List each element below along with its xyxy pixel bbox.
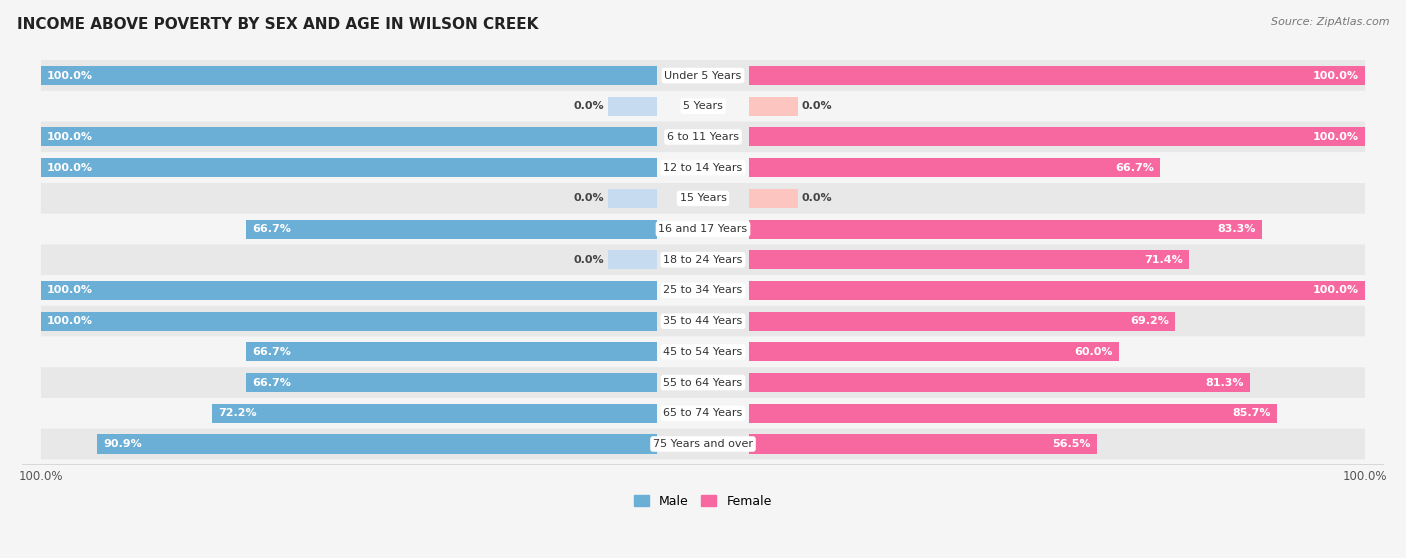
Text: 0.0%: 0.0% — [574, 194, 605, 203]
Text: 100.0%: 100.0% — [46, 286, 93, 296]
Bar — [749, 281, 1365, 300]
Text: 66.7%: 66.7% — [252, 378, 291, 388]
Text: 5 Years: 5 Years — [683, 101, 723, 111]
Text: 90.9%: 90.9% — [103, 439, 142, 449]
Legend: Male, Female: Male, Female — [630, 490, 776, 513]
Text: 100.0%: 100.0% — [46, 132, 93, 142]
Text: 100.0%: 100.0% — [1313, 70, 1360, 80]
Bar — [749, 404, 1277, 423]
Text: 100.0%: 100.0% — [1313, 286, 1360, 296]
Bar — [41, 66, 657, 85]
Text: 0.0%: 0.0% — [574, 101, 605, 111]
Bar — [749, 127, 1365, 147]
FancyBboxPatch shape — [41, 183, 1365, 214]
Text: Under 5 Years: Under 5 Years — [665, 70, 741, 80]
Bar — [607, 97, 657, 116]
FancyBboxPatch shape — [41, 306, 1365, 336]
Text: 83.3%: 83.3% — [1218, 224, 1256, 234]
Text: 55 to 64 Years: 55 to 64 Years — [664, 378, 742, 388]
Text: 100.0%: 100.0% — [46, 163, 93, 172]
Text: 0.0%: 0.0% — [574, 255, 605, 265]
Text: 60.0%: 60.0% — [1074, 347, 1112, 357]
Text: 0.0%: 0.0% — [801, 194, 832, 203]
Bar — [97, 435, 657, 454]
Text: 35 to 44 Years: 35 to 44 Years — [664, 316, 742, 326]
Text: Source: ZipAtlas.com: Source: ZipAtlas.com — [1271, 17, 1389, 27]
Text: 75 Years and over: 75 Years and over — [652, 439, 754, 449]
Bar — [212, 404, 657, 423]
Bar — [749, 158, 1160, 177]
Text: 18 to 24 Years: 18 to 24 Years — [664, 255, 742, 265]
Text: 100.0%: 100.0% — [46, 70, 93, 80]
Text: 16 and 17 Years: 16 and 17 Years — [658, 224, 748, 234]
Text: 12 to 14 Years: 12 to 14 Years — [664, 163, 742, 172]
Bar — [749, 435, 1097, 454]
FancyBboxPatch shape — [41, 275, 1365, 306]
Text: 45 to 54 Years: 45 to 54 Years — [664, 347, 742, 357]
FancyBboxPatch shape — [41, 244, 1365, 275]
FancyBboxPatch shape — [41, 122, 1365, 152]
FancyBboxPatch shape — [41, 398, 1365, 429]
Bar — [749, 189, 799, 208]
Text: 6 to 11 Years: 6 to 11 Years — [666, 132, 740, 142]
FancyBboxPatch shape — [41, 336, 1365, 367]
Text: 85.7%: 85.7% — [1232, 408, 1271, 418]
Bar — [749, 312, 1175, 331]
Text: 69.2%: 69.2% — [1130, 316, 1170, 326]
Text: 100.0%: 100.0% — [1313, 132, 1360, 142]
Bar — [749, 343, 1119, 362]
Bar — [246, 343, 657, 362]
Text: 81.3%: 81.3% — [1205, 378, 1244, 388]
FancyBboxPatch shape — [41, 429, 1365, 459]
Bar — [749, 250, 1189, 270]
Bar — [246, 219, 657, 239]
Bar — [749, 66, 1365, 85]
Text: 56.5%: 56.5% — [1053, 439, 1091, 449]
FancyBboxPatch shape — [41, 91, 1365, 122]
Text: 100.0%: 100.0% — [46, 316, 93, 326]
Text: 66.7%: 66.7% — [1115, 163, 1154, 172]
Text: 15 Years: 15 Years — [679, 194, 727, 203]
Bar — [246, 373, 657, 392]
Bar — [607, 189, 657, 208]
Text: 71.4%: 71.4% — [1144, 255, 1182, 265]
Bar — [607, 250, 657, 270]
FancyBboxPatch shape — [41, 152, 1365, 183]
Bar — [41, 312, 657, 331]
Bar — [749, 97, 799, 116]
Text: 65 to 74 Years: 65 to 74 Years — [664, 408, 742, 418]
Bar — [749, 373, 1250, 392]
Bar — [41, 281, 657, 300]
FancyBboxPatch shape — [41, 367, 1365, 398]
Text: 0.0%: 0.0% — [801, 101, 832, 111]
FancyBboxPatch shape — [41, 214, 1365, 244]
Bar — [41, 158, 657, 177]
Bar — [749, 219, 1263, 239]
Text: 66.7%: 66.7% — [252, 347, 291, 357]
Text: INCOME ABOVE POVERTY BY SEX AND AGE IN WILSON CREEK: INCOME ABOVE POVERTY BY SEX AND AGE IN W… — [17, 17, 538, 32]
Text: 66.7%: 66.7% — [252, 224, 291, 234]
FancyBboxPatch shape — [41, 60, 1365, 91]
Bar — [41, 127, 657, 147]
Text: 25 to 34 Years: 25 to 34 Years — [664, 286, 742, 296]
Text: 72.2%: 72.2% — [218, 408, 257, 418]
